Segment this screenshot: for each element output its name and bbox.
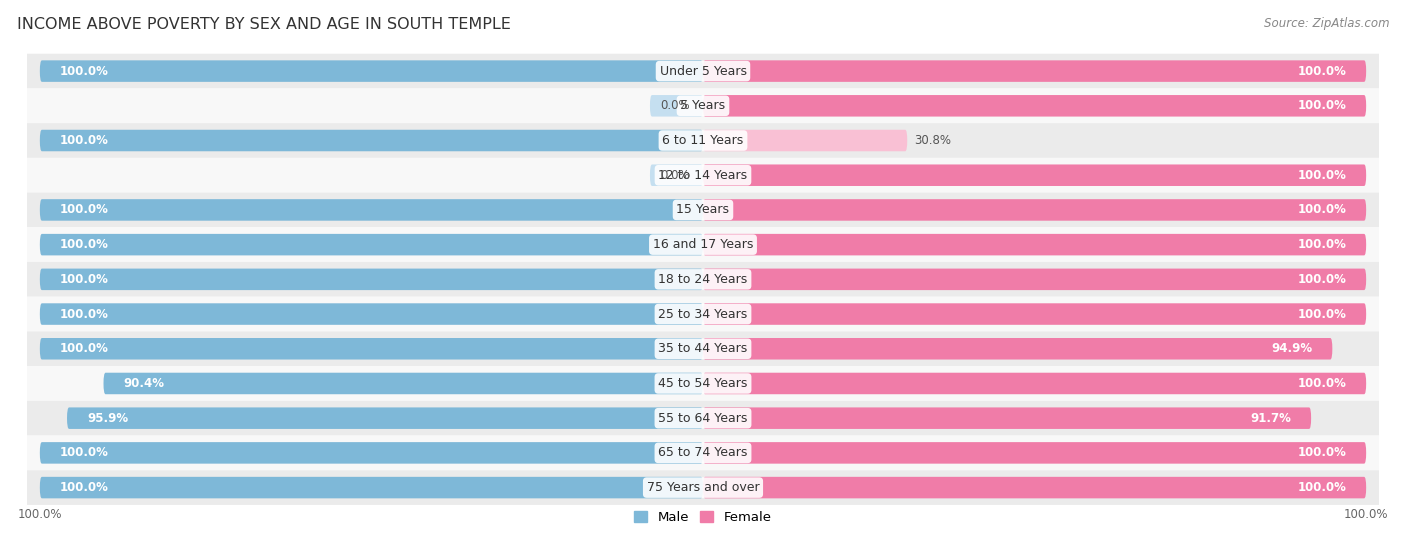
FancyBboxPatch shape bbox=[703, 95, 1367, 117]
Text: 25 to 34 Years: 25 to 34 Years bbox=[658, 307, 748, 320]
FancyBboxPatch shape bbox=[703, 130, 907, 151]
Text: Source: ZipAtlas.com: Source: ZipAtlas.com bbox=[1264, 17, 1389, 30]
Text: 18 to 24 Years: 18 to 24 Years bbox=[658, 273, 748, 286]
FancyBboxPatch shape bbox=[27, 123, 1379, 158]
Text: 65 to 74 Years: 65 to 74 Years bbox=[658, 447, 748, 459]
FancyBboxPatch shape bbox=[39, 338, 703, 359]
Text: 91.7%: 91.7% bbox=[1250, 411, 1291, 425]
Text: 30.8%: 30.8% bbox=[914, 134, 950, 147]
Text: 100.0%: 100.0% bbox=[59, 65, 108, 78]
Text: 100.0%: 100.0% bbox=[1298, 203, 1347, 216]
FancyBboxPatch shape bbox=[39, 199, 703, 221]
FancyBboxPatch shape bbox=[703, 60, 1367, 82]
FancyBboxPatch shape bbox=[703, 477, 1367, 499]
Text: Under 5 Years: Under 5 Years bbox=[659, 65, 747, 78]
FancyBboxPatch shape bbox=[39, 234, 703, 255]
Text: 12 to 14 Years: 12 to 14 Years bbox=[658, 169, 748, 182]
Text: 0.0%: 0.0% bbox=[659, 169, 690, 182]
FancyBboxPatch shape bbox=[39, 60, 703, 82]
Text: 100.0%: 100.0% bbox=[18, 509, 62, 522]
Text: 100.0%: 100.0% bbox=[1298, 238, 1347, 251]
FancyBboxPatch shape bbox=[703, 199, 1367, 221]
Text: 15 Years: 15 Years bbox=[676, 203, 730, 216]
FancyBboxPatch shape bbox=[703, 234, 1367, 255]
FancyBboxPatch shape bbox=[27, 262, 1379, 297]
FancyBboxPatch shape bbox=[27, 401, 1379, 435]
Text: 100.0%: 100.0% bbox=[59, 273, 108, 286]
FancyBboxPatch shape bbox=[27, 54, 1379, 88]
Text: 5 Years: 5 Years bbox=[681, 100, 725, 112]
Text: 100.0%: 100.0% bbox=[1344, 509, 1388, 522]
Text: 16 and 17 Years: 16 and 17 Years bbox=[652, 238, 754, 251]
FancyBboxPatch shape bbox=[703, 164, 1367, 186]
Text: 45 to 54 Years: 45 to 54 Years bbox=[658, 377, 748, 390]
Text: 100.0%: 100.0% bbox=[1298, 307, 1347, 320]
FancyBboxPatch shape bbox=[650, 164, 703, 186]
Text: INCOME ABOVE POVERTY BY SEX AND AGE IN SOUTH TEMPLE: INCOME ABOVE POVERTY BY SEX AND AGE IN S… bbox=[17, 17, 510, 32]
FancyBboxPatch shape bbox=[703, 338, 1333, 359]
Text: 6 to 11 Years: 6 to 11 Years bbox=[662, 134, 744, 147]
FancyBboxPatch shape bbox=[27, 366, 1379, 401]
Text: 100.0%: 100.0% bbox=[59, 238, 108, 251]
Text: 100.0%: 100.0% bbox=[59, 134, 108, 147]
Text: 95.9%: 95.9% bbox=[87, 411, 128, 425]
FancyBboxPatch shape bbox=[27, 470, 1379, 505]
Text: 100.0%: 100.0% bbox=[1298, 65, 1347, 78]
FancyBboxPatch shape bbox=[39, 304, 703, 325]
FancyBboxPatch shape bbox=[39, 268, 703, 290]
Text: 100.0%: 100.0% bbox=[59, 307, 108, 320]
Text: 100.0%: 100.0% bbox=[59, 447, 108, 459]
Text: 35 to 44 Years: 35 to 44 Years bbox=[658, 342, 748, 356]
FancyBboxPatch shape bbox=[27, 193, 1379, 228]
Text: 100.0%: 100.0% bbox=[1298, 100, 1347, 112]
FancyBboxPatch shape bbox=[27, 435, 1379, 470]
Legend: Male, Female: Male, Female bbox=[628, 505, 778, 529]
FancyBboxPatch shape bbox=[27, 158, 1379, 193]
Text: 90.4%: 90.4% bbox=[124, 377, 165, 390]
FancyBboxPatch shape bbox=[67, 408, 703, 429]
FancyBboxPatch shape bbox=[27, 228, 1379, 262]
Text: 55 to 64 Years: 55 to 64 Years bbox=[658, 411, 748, 425]
FancyBboxPatch shape bbox=[703, 304, 1367, 325]
FancyBboxPatch shape bbox=[703, 373, 1367, 394]
Text: 94.9%: 94.9% bbox=[1271, 342, 1312, 356]
Text: 75 Years and over: 75 Years and over bbox=[647, 481, 759, 494]
FancyBboxPatch shape bbox=[703, 442, 1367, 463]
FancyBboxPatch shape bbox=[39, 442, 703, 463]
Text: 100.0%: 100.0% bbox=[59, 203, 108, 216]
Text: 100.0%: 100.0% bbox=[59, 342, 108, 356]
Text: 100.0%: 100.0% bbox=[1298, 377, 1347, 390]
Text: 100.0%: 100.0% bbox=[1298, 273, 1347, 286]
FancyBboxPatch shape bbox=[27, 331, 1379, 366]
FancyBboxPatch shape bbox=[703, 268, 1367, 290]
FancyBboxPatch shape bbox=[39, 130, 703, 151]
Text: 100.0%: 100.0% bbox=[1298, 447, 1347, 459]
FancyBboxPatch shape bbox=[39, 477, 703, 499]
FancyBboxPatch shape bbox=[703, 408, 1312, 429]
Text: 0.0%: 0.0% bbox=[659, 100, 690, 112]
FancyBboxPatch shape bbox=[27, 297, 1379, 331]
FancyBboxPatch shape bbox=[104, 373, 703, 394]
FancyBboxPatch shape bbox=[650, 95, 703, 117]
Text: 100.0%: 100.0% bbox=[59, 481, 108, 494]
FancyBboxPatch shape bbox=[27, 88, 1379, 123]
Text: 100.0%: 100.0% bbox=[1298, 169, 1347, 182]
Text: 100.0%: 100.0% bbox=[1298, 481, 1347, 494]
